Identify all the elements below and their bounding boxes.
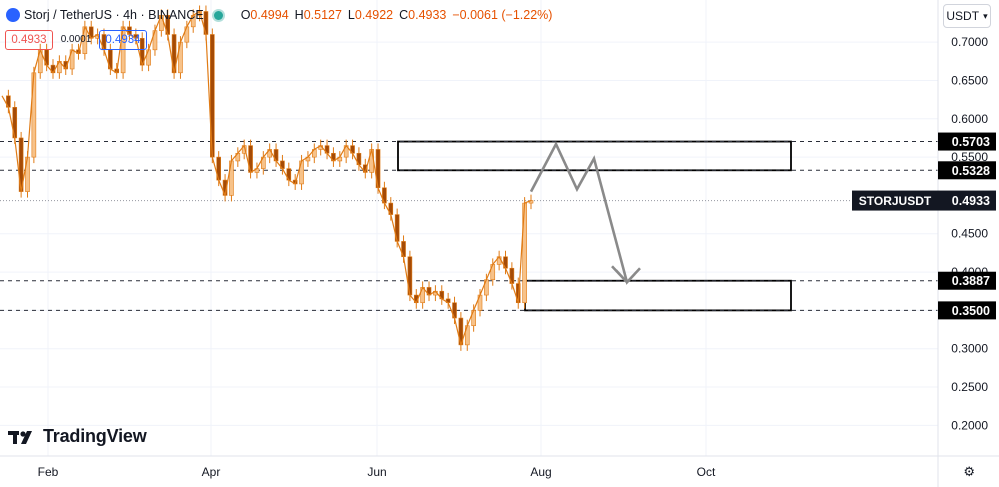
y-tick-0: 0.7000 — [951, 35, 988, 49]
level-tag-bg-1 — [938, 161, 996, 180]
y-tick-2: 0.6000 — [951, 112, 988, 126]
chevron-down-icon: ▾ — [983, 10, 988, 21]
settings-icon[interactable]: ⚙ — [963, 464, 975, 479]
level-layer — [0, 141, 938, 311]
low-label: L — [347, 8, 355, 22]
open-value: 0.4994 — [250, 8, 289, 22]
price-line — [1, 10, 532, 346]
y-tick-4: 0.4500 — [951, 227, 988, 241]
price-tags: 0.5703 0.5328 0.3887 0.3500 STORJUSDT 0.4933 — [852, 132, 996, 320]
spread-value: 0.0001 — [60, 33, 92, 45]
close-label: C — [399, 8, 409, 22]
x-tick-aug: Aug — [530, 465, 551, 479]
x-tick-apr: Apr — [202, 465, 221, 479]
high-label: H — [294, 8, 304, 22]
symbol-logo-icon — [6, 8, 20, 22]
price-tag-bg — [938, 190, 996, 211]
market-open-icon — [213, 10, 223, 20]
level-tag-1: 0.5328 — [952, 164, 990, 178]
y-tick-3: 0.5500 — [951, 150, 988, 164]
change-value: −0.0061 (−1.22%) — [452, 8, 553, 22]
grid — [0, 0, 938, 456]
x-tick-feb: Feb — [38, 465, 59, 479]
projection-arrowhead — [611, 265, 628, 284]
low-value: 0.4922 — [354, 8, 394, 22]
price-axis[interactable]: 0.70000.65000.60000.55000.45000.40000.35… — [951, 35, 988, 432]
x-tick-jun: Jun — [367, 465, 386, 479]
sell-price-button[interactable]: 0.4933 — [5, 30, 53, 50]
symbol-title[interactable]: Storj / TetherUS · 4h · BINANCE — [24, 8, 204, 22]
price-tag: 0.4933 — [952, 194, 990, 208]
legend-header: Storj / TetherUS · 4h · BINANCE O 0.4994 … — [6, 6, 552, 24]
y-tick-7: 0.3000 — [951, 342, 988, 356]
price-series — [1, 5, 534, 351]
level-tag-3: 0.3500 — [952, 304, 990, 318]
open-label: O — [240, 8, 251, 22]
tradingview-logo: TradingView — [8, 426, 147, 447]
y-tick-9: 0.2000 — [951, 418, 988, 432]
x-tick-oct: Oct — [697, 465, 716, 479]
close-value: 0.4933 — [408, 8, 447, 22]
branding-text: TradingView — [43, 426, 147, 446]
symbol-tag-bg — [852, 190, 938, 211]
level-tag-2: 0.3887 — [952, 274, 990, 288]
y-tick-1: 0.6500 — [951, 73, 988, 87]
level-tag-bg-0 — [938, 132, 996, 151]
tradingview-logo-icon — [8, 430, 32, 444]
high-value: 0.5127 — [303, 8, 342, 22]
buy-price-button[interactable]: 0.4934 — [99, 30, 147, 50]
projection-path — [529, 141, 641, 285]
level-tag-bg-3 — [938, 301, 996, 320]
time-axis[interactable]: Feb Apr Jun Aug Oct — [38, 465, 716, 479]
level-tag-bg-2 — [938, 271, 996, 290]
symbol-tag: STORJUSDT — [859, 194, 932, 208]
zone-box-1 — [524, 279, 792, 312]
zone-layer — [397, 140, 792, 312]
y-tick-8: 0.2500 — [951, 380, 988, 394]
currency-select[interactable]: USDT ▾ — [943, 4, 991, 28]
level-tag-0: 0.5703 — [952, 135, 990, 149]
projection-line — [529, 141, 641, 285]
currency-label: USDT — [946, 9, 980, 23]
